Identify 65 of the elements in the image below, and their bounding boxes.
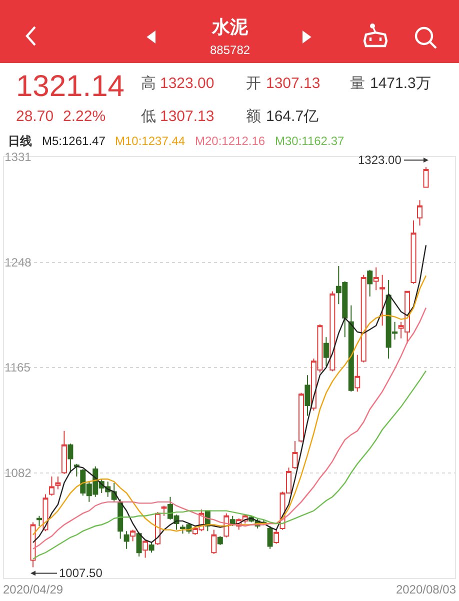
x-tick-label: 2020/04/29 xyxy=(2,582,64,596)
chart-subtitle: 885782 xyxy=(210,43,250,57)
text: 1323.00 xyxy=(160,75,214,92)
candlestick xyxy=(55,476,61,490)
x-tick-label: 2020/08/03 xyxy=(396,582,456,596)
candlestick xyxy=(124,530,130,550)
text: M20:1212.16 xyxy=(195,134,266,148)
text: M10:1237.44 xyxy=(115,134,186,148)
text: 量 xyxy=(350,75,365,92)
text: 28.70 xyxy=(16,108,54,125)
line-series xyxy=(32,370,427,560)
text: 额 xyxy=(246,108,261,125)
candlestick xyxy=(423,166,429,188)
legend-title: 日线 xyxy=(8,134,32,148)
text: 低 xyxy=(141,108,156,125)
y-tick-label: 1331 xyxy=(4,150,32,164)
text: 开 xyxy=(246,75,261,92)
candlestick xyxy=(74,463,80,478)
text: 高 xyxy=(141,75,156,92)
candlestick xyxy=(323,336,329,367)
y-tick-label: 1248 xyxy=(4,255,32,270)
chart-title: 水泥 xyxy=(211,17,249,37)
text: 2.22% xyxy=(63,108,106,125)
text: 1307.13 xyxy=(266,75,320,92)
candlestick xyxy=(354,354,360,392)
line-series xyxy=(32,307,427,550)
candlestick xyxy=(36,515,42,527)
candlestick xyxy=(417,200,423,226)
candlestick xyxy=(410,220,416,284)
candlestick xyxy=(380,274,386,326)
text: M5:1261.47 xyxy=(42,134,106,148)
candlestick xyxy=(298,392,304,443)
candlestick xyxy=(142,539,148,558)
candlestick xyxy=(292,440,298,470)
candlestick xyxy=(161,505,167,516)
candlestick xyxy=(274,529,280,544)
candlestick xyxy=(68,443,74,474)
candlestick xyxy=(267,526,273,550)
text: 1471.3万 xyxy=(370,75,431,92)
candlestick xyxy=(330,290,336,372)
annotation: 1007.50 xyxy=(59,566,103,580)
candlestick xyxy=(211,529,217,554)
candlestick xyxy=(130,529,136,542)
candlestick xyxy=(224,512,230,538)
candlestick xyxy=(155,512,161,546)
candlestick xyxy=(217,536,223,546)
candlestick xyxy=(148,542,154,554)
candlestick xyxy=(360,274,366,363)
candlestick xyxy=(230,515,236,527)
text: 1307.13 xyxy=(160,108,214,125)
text: M30:1162.37 xyxy=(275,134,344,148)
candlestick xyxy=(118,498,124,540)
candlestick xyxy=(367,269,373,297)
candlestick xyxy=(348,304,354,392)
candlestick xyxy=(30,522,36,568)
y-tick-label: 1165 xyxy=(4,360,31,375)
annotation: 1323.00 xyxy=(358,153,402,167)
candlestick xyxy=(42,494,48,532)
text: 164.7亿 xyxy=(266,108,319,125)
candlestick xyxy=(61,430,67,475)
candlestick xyxy=(48,476,54,496)
candlestick xyxy=(304,374,310,416)
candlestick xyxy=(373,266,379,291)
y-tick-label: 1082 xyxy=(4,466,32,480)
text: 1321.14 xyxy=(16,70,124,103)
